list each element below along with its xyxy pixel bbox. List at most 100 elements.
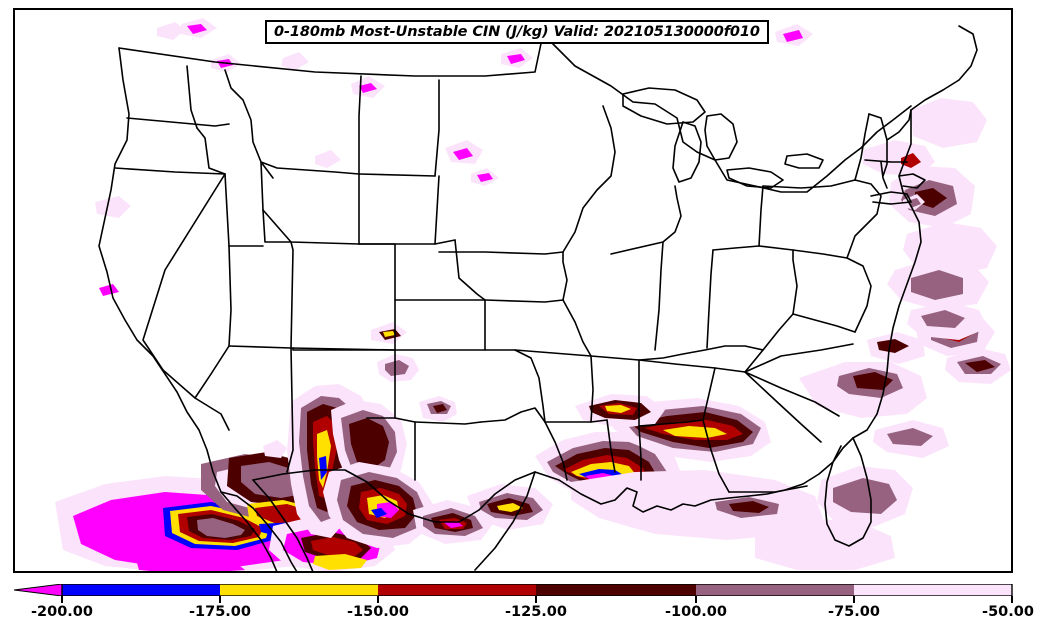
state-in-oh — [706, 249, 714, 349]
state-nd-sd — [358, 173, 436, 177]
state-co-ks-ne — [358, 243, 396, 351]
state-mo-ar — [514, 349, 592, 357]
state-ne-ia — [454, 239, 486, 301]
coast-florida — [824, 437, 872, 547]
state-mt-nd — [358, 75, 362, 175]
state-nd-mn — [434, 79, 440, 177]
state-ia-il — [562, 251, 568, 301]
state-ny-nj-ct — [846, 179, 882, 259]
colorbar-band-mauve — [696, 584, 854, 596]
cin-map-canvas — [55, 18, 1011, 571]
state-ga-sc — [744, 371, 822, 443]
colorbar-band-dark-maroon — [536, 584, 696, 596]
colorbar-label-2: -150.00 — [347, 604, 409, 620]
coast-long-island — [870, 191, 912, 205]
state-wa-id — [186, 65, 198, 129]
map-title-box: 0-180mb Most-Unstable CIN (J/kg) Valid: … — [265, 20, 769, 44]
state-va-wv-md — [792, 313, 856, 333]
colorbar-tick-1 — [219, 596, 221, 603]
state-sc-nc — [744, 371, 840, 417]
state-sd-mn-ia — [434, 175, 440, 245]
cin-region-interior-specks — [95, 18, 813, 344]
state-tx-ok-red — [480, 407, 546, 423]
state-ga-fl — [728, 485, 808, 493]
colorbar-label-6: -50.00 — [982, 604, 1034, 620]
colorbar-outline — [61, 584, 1013, 596]
boundary-layer — [98, 25, 978, 571]
colorbar-band-blue — [62, 584, 220, 596]
coast-baja-east — [220, 491, 298, 571]
map-frame: 0-180mb Most-Unstable CIN (J/kg) Valid: … — [13, 8, 1013, 573]
state-pa-ny — [762, 179, 856, 189]
lake-ontario — [784, 153, 824, 169]
state-tn-ms-al — [638, 419, 704, 427]
coast-gulf — [534, 437, 854, 513]
state-mo-il — [562, 299, 592, 357]
lake-erie — [726, 167, 784, 189]
border-great-lakes — [542, 33, 912, 193]
colorbar-band-red — [378, 584, 536, 596]
state-id-wy — [260, 161, 264, 211]
state-az-nm — [286, 347, 294, 473]
colorbar-label-4: -100.00 — [665, 604, 727, 620]
coast-northeast — [910, 25, 978, 111]
state-wv-va — [792, 249, 798, 315]
coast-mexico-east — [474, 471, 536, 571]
colorbar-axis: -200.00 -175.00 -150.00 -125.00 -100.00 … — [0, 596, 1044, 632]
state-il-wi — [610, 241, 664, 255]
colorbar-label-5: -75.00 — [828, 604, 880, 620]
colorbar: -200.00 -175.00 -150.00 -125.00 -100.00 … — [0, 576, 1044, 632]
state-ok-ar-tx — [514, 349, 546, 423]
coast-baja — [220, 491, 278, 571]
state-wi-mi — [662, 185, 682, 243]
state-ia-mn — [438, 251, 564, 255]
state-ut-wy — [262, 209, 292, 243]
state-nh-me — [886, 109, 912, 141]
state-pa-md-wv — [758, 245, 848, 259]
state-az-ut — [228, 345, 292, 349]
lake-superior — [622, 87, 706, 125]
state-nc-va — [744, 343, 854, 373]
border-us-canada-west — [118, 33, 544, 77]
state-wy-mt — [260, 161, 360, 175]
colorbar-label-3: -125.00 — [505, 604, 567, 620]
state-nm-tx — [394, 349, 416, 481]
state-or-ca-nv — [114, 167, 226, 175]
state-ky-tn — [638, 359, 746, 373]
colorbar-label-0: -200.00 — [31, 604, 93, 620]
state-id-nv-ut — [224, 173, 230, 247]
state-ut-co-s — [290, 347, 396, 351]
cin-region-southwest — [263, 354, 457, 548]
state-mn-wi — [562, 105, 616, 253]
state-mi-oh-in — [712, 245, 760, 251]
state-il-in — [654, 241, 664, 351]
state-oh-ky-in — [638, 345, 764, 361]
colorbar-label-1: -175.00 — [189, 604, 251, 620]
state-ca-nv — [142, 173, 226, 371]
coast-gulf-of-california — [252, 479, 314, 571]
colorbar-gradient — [0, 584, 1044, 596]
colorbar-tick-2 — [377, 596, 379, 603]
colorbar-tick-3 — [535, 596, 537, 603]
lake-michigan — [672, 121, 702, 183]
colorbar-tick-4 — [695, 596, 697, 603]
state-ar-tn-ms — [590, 355, 640, 427]
state-ms-al — [638, 425, 642, 481]
state-nv-ut — [228, 245, 232, 347]
state-al-ga — [702, 419, 730, 493]
state-oh-pa — [758, 185, 764, 247]
state-mo-ia — [484, 299, 564, 303]
state-nv-az — [194, 345, 230, 399]
state-tn-ga — [702, 367, 716, 421]
colorbar-tick-6 — [1011, 596, 1013, 603]
colorbar-band-extend-min-arrow — [13, 584, 63, 596]
colorbar-band-pale-pink — [854, 584, 1012, 596]
state-ms-la — [606, 419, 616, 473]
coast-cape-cod — [898, 173, 926, 189]
colorbar-tick-0 — [61, 596, 63, 603]
state-ma-ct-ri — [864, 159, 908, 163]
border-us-mexico — [252, 469, 536, 523]
state-ok-tx-panhandle — [414, 421, 482, 425]
coast-pacific — [98, 47, 222, 493]
